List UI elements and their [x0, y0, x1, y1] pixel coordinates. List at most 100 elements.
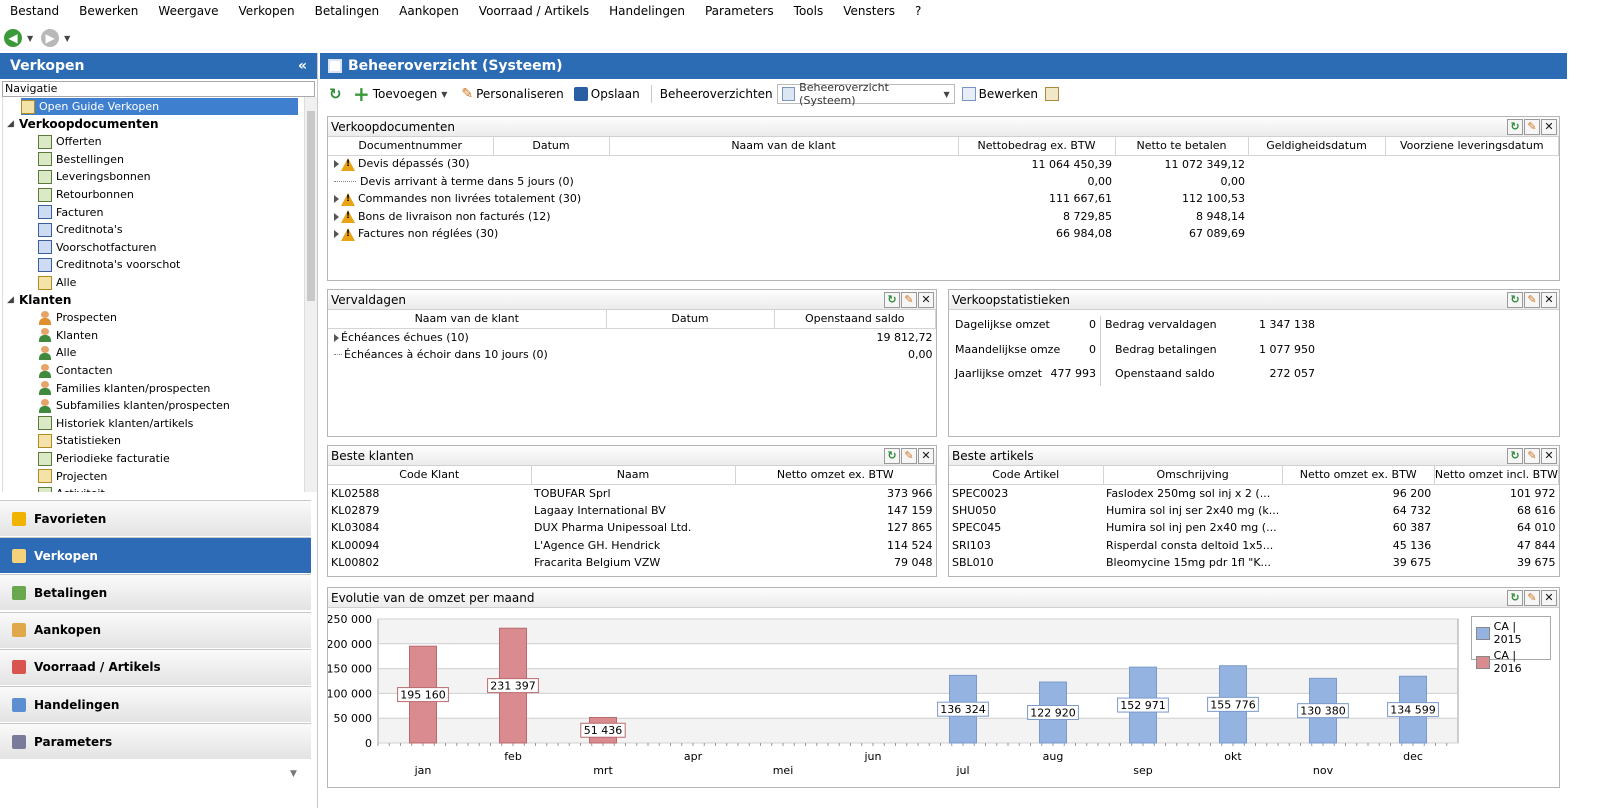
table-row[interactable]: Devis dépassés (30) 11 064 450,39 11 072 3… [328, 155, 1559, 173]
table-row[interactable]: KL02588 TOBUFAR Sprl 373 966 [328, 484, 936, 502]
pencil-icon[interactable]: ✎ [1524, 119, 1540, 135]
nav-button[interactable]: Favorieten [0, 500, 311, 536]
nav-button[interactable]: Voorraad / Artikels [0, 648, 311, 685]
refresh-icon[interactable]: ↻ [1507, 448, 1523, 464]
tree-item[interactable]: Statistieken [38, 432, 121, 449]
menu-item[interactable]: Tools [793, 4, 824, 18]
table-row[interactable]: SPEC0023 Faslodex 250mg sol inj x 2 (... 9… [949, 484, 1559, 502]
column-header[interactable]: Openstaand saldo [774, 310, 936, 329]
add-button[interactable]: + Toevoegen ▼ [350, 84, 454, 104]
tree-item[interactable]: ◢ Klanten [7, 292, 71, 309]
collapse-icon[interactable]: « [297, 58, 307, 74]
menu-item[interactable]: Vensters [843, 4, 896, 18]
legend-item[interactable]: CA | 2016 [1472, 646, 1550, 675]
tree-item[interactable]: Retourbonnen [38, 186, 134, 203]
tree-item[interactable]: Projecten [38, 468, 107, 485]
tree-item[interactable]: Historiek klanten/artikels [38, 415, 193, 432]
table-row[interactable]: SHU050 Humira sol inj ser 2x40 mg (k... 64… [949, 502, 1559, 520]
table-row[interactable]: Commandes non livrées totalement (30) 111… [328, 190, 1559, 208]
table-row[interactable]: SPEC045 Humira sol inj pen 2x40 mg (... 60… [949, 519, 1559, 537]
table-row[interactable]: SBL010 Bleomycine 15mg pdr 1fl "K... 39 67… [949, 554, 1559, 572]
close-icon[interactable]: ✕ [1541, 590, 1557, 606]
column-header[interactable]: Voorziene leveringsdatum [1385, 137, 1559, 156]
column-header[interactable]: Naam [531, 466, 736, 485]
tree-item[interactable]: Alle [38, 274, 76, 291]
nav-button[interactable]: Betalingen [0, 574, 311, 611]
tree-item[interactable]: Families klanten/prospecten [38, 380, 210, 397]
tree-item[interactable]: ◢ Verkoopdocumenten [7, 116, 159, 133]
chevron-down-icon[interactable]: ▼ [27, 33, 34, 43]
refresh-icon[interactable]: ↻ [1507, 292, 1523, 308]
tree-item[interactable]: Alle [38, 344, 76, 361]
table-row[interactable]: Factures non réglées (30) 66 984,08 67 089… [328, 225, 1559, 243]
tree-item[interactable]: Prospecten [38, 309, 117, 326]
close-icon[interactable]: ✕ [918, 292, 934, 308]
tree-item[interactable]: Creditnota's [38, 221, 123, 238]
pencil-icon[interactable]: ✎ [1524, 448, 1540, 464]
expand-icon[interactable] [334, 212, 339, 221]
tree-item[interactable]: Voorschotfacturen [38, 239, 156, 256]
nav-button[interactable]: Handelingen [0, 686, 311, 722]
collapse-toggle-icon[interactable]: ◢ [7, 295, 14, 306]
refresh-icon[interactable]: ↻ [884, 292, 900, 308]
expand-icon[interactable] [334, 230, 339, 238]
pencil-icon[interactable]: ✎ [1524, 590, 1540, 606]
close-icon[interactable]: ✕ [1541, 119, 1557, 135]
collapse-toggle-icon[interactable]: ◢ [7, 119, 14, 130]
table-row[interactable]: Bons de livraison non facturés (12) 8 729… [328, 208, 1559, 226]
tree-item[interactable]: Facturen [38, 204, 103, 221]
column-header[interactable]: Naam van de klant [609, 137, 959, 156]
forward-icon[interactable]: ▶ [41, 29, 60, 47]
column-header[interactable]: Netto te betalen [1115, 137, 1249, 156]
pencil-icon[interactable]: ✎ [1524, 292, 1540, 308]
table-row[interactable]: KL02879 Lagaay International BV 147 159 [328, 502, 936, 520]
column-header[interactable]: Datum [606, 310, 775, 329]
column-header[interactable]: Documentnummer [328, 137, 494, 156]
table-row[interactable]: SRI103 Risperdal consta deltoid 1x5... 45 … [949, 537, 1559, 555]
column-header[interactable]: Nettobedrag ex. BTW [958, 137, 1116, 156]
tree-scrollbar[interactable] [304, 97, 317, 492]
refresh-icon[interactable]: ↻ [1507, 590, 1523, 606]
expand-icon[interactable] [334, 160, 339, 169]
menu-item[interactable]: Bewerken [79, 4, 139, 18]
nav-overflow-icon[interactable]: ▼ [290, 769, 297, 779]
save-button[interactable]: Opslaan [571, 87, 643, 101]
table-row[interactable]: KL00094 L'Agence GH. Hendrick 114 524 [328, 537, 936, 555]
column-header[interactable]: Code Artikel [949, 466, 1104, 485]
table-row[interactable]: KL03084 DUX Pharma Unipessoal Ltd. 127 865 [328, 519, 936, 537]
tree-item[interactable]: Creditnota's voorschot [38, 256, 180, 273]
table-row[interactable]: Échéances échues (10) 19 812,72 [328, 328, 936, 346]
refresh-button[interactable]: ↻ [326, 87, 346, 102]
tree-item[interactable]: Activiteit [38, 485, 105, 492]
column-header[interactable]: Netto omzet ex. BTW [1282, 466, 1435, 485]
refresh-icon[interactable]: ↻ [884, 448, 900, 464]
column-header[interactable]: Omschrijving [1103, 466, 1283, 485]
pencil-icon[interactable]: ✎ [901, 448, 917, 464]
tree-item[interactable]: Subfamilies klanten/prospecten [38, 397, 230, 414]
legend-item[interactable]: CA | 2015 [1472, 617, 1550, 646]
column-header[interactable]: Netto omzet incl. BTW [1434, 466, 1560, 485]
tree-item[interactable]: Offerten [38, 133, 102, 150]
nav-button[interactable]: Verkopen [0, 537, 311, 574]
tree-item[interactable]: Klanten [38, 327, 98, 344]
table-row[interactable]: KL00802 Fracarita Belgium VZW 79 048 [328, 554, 936, 572]
close-icon[interactable]: ✕ [918, 448, 934, 464]
overview-select[interactable]: Beheeroverzicht (Systeem) ▼ [776, 81, 955, 107]
close-icon[interactable]: ✕ [1541, 292, 1557, 308]
table-row[interactable]: Échéances à échoir dans 10 jours (0) 0,00 [328, 346, 936, 364]
menu-item[interactable]: Weergave [158, 4, 219, 18]
menu-item[interactable]: Betalingen [314, 4, 380, 18]
layout-icon[interactable] [1044, 87, 1059, 101]
back-icon[interactable]: ◀ [4, 29, 22, 47]
expand-icon[interactable] [334, 195, 339, 203]
expand-icon[interactable] [334, 333, 339, 342]
column-header[interactable]: Datum [493, 137, 610, 156]
personalize-button[interactable]: ✎ Personaliseren [458, 86, 566, 102]
column-header[interactable]: Netto omzet ex. BTW [735, 466, 936, 485]
menu-item[interactable]: ? [915, 4, 922, 18]
refresh-icon[interactable]: ↻ [1507, 119, 1523, 135]
tree-item[interactable]: Contacten [38, 362, 113, 379]
column-header[interactable]: Code Klant [328, 466, 532, 485]
edit-button[interactable]: Bewerken [959, 87, 1041, 101]
menu-item[interactable]: Voorraad / Artikels [478, 4, 590, 18]
